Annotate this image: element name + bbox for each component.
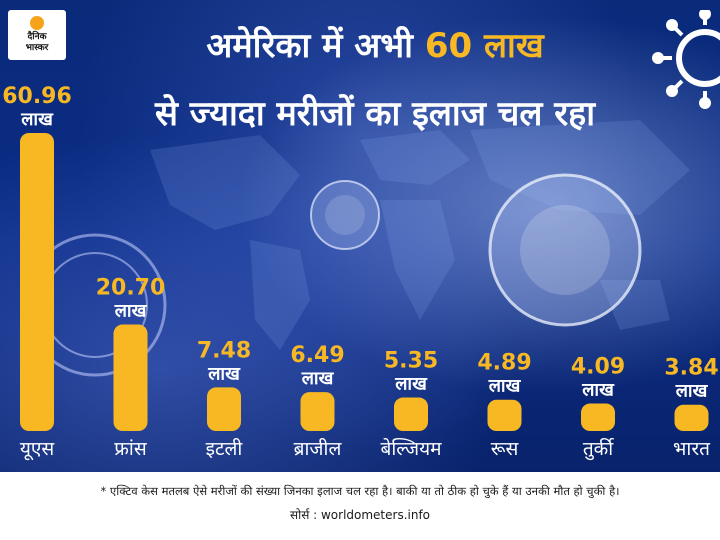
unit-label-5: लाख bbox=[488, 376, 522, 397]
unit-label-3: लाख bbox=[301, 368, 335, 389]
value-label-0: 60.96 bbox=[2, 84, 72, 109]
title-highlight: 60 लाख bbox=[424, 26, 544, 66]
category-label-2: इटली bbox=[206, 437, 244, 460]
value-label-7: 3.84 bbox=[664, 356, 718, 381]
footnote: * एक्टिव केस मतलब ऐसे मरीजों की संख्या ज… bbox=[100, 484, 620, 498]
logo-dot-icon bbox=[30, 16, 44, 30]
bar-1 bbox=[113, 324, 148, 431]
brand-logo: दैनिक भास्कर bbox=[8, 10, 66, 60]
bar-7 bbox=[674, 404, 709, 431]
category-label-3: ब्राजील bbox=[294, 437, 343, 460]
bar-5 bbox=[487, 399, 522, 431]
brand-line-2: भास्कर bbox=[25, 43, 49, 53]
unit-label-7: लाख bbox=[675, 381, 709, 402]
unit-label-6: लाख bbox=[581, 380, 615, 401]
category-label-5: रूस bbox=[491, 438, 520, 460]
category-label-4: बेल्जियम bbox=[381, 437, 443, 460]
value-label-6: 4.09 bbox=[571, 355, 625, 380]
unit-label-2: लाख bbox=[207, 363, 241, 384]
unit-label-1: लाख bbox=[114, 301, 148, 322]
category-label-7: भारत bbox=[673, 438, 711, 460]
unit-label-0: लाख bbox=[20, 109, 54, 130]
bar-3 bbox=[300, 392, 335, 431]
value-label-5: 4.89 bbox=[477, 351, 531, 376]
unit-label-4: लाख bbox=[394, 374, 428, 395]
virus-illustration-center bbox=[310, 180, 380, 250]
bar-0 bbox=[20, 133, 54, 431]
source-credit: सोर्स : worldometers.info bbox=[289, 508, 431, 522]
value-label-4: 5.35 bbox=[384, 349, 438, 374]
bar-4 bbox=[394, 397, 428, 431]
value-label-1: 20.70 bbox=[96, 276, 166, 301]
brand-line-1: दैनिक bbox=[27, 32, 47, 42]
virus-icon bbox=[652, 10, 720, 109]
footer-panel: * एक्टिव केस मतलब ऐसे मरीजों की संख्या ज… bbox=[0, 472, 720, 540]
page-title-line-2: से ज्यादा मरीजों का इलाज चल रहा bbox=[154, 94, 596, 134]
bar-chart: लाख60.96यूएसलाख20.70फ्रांसलाख7.48इटलीलाख… bbox=[2, 84, 719, 461]
page-title-line-1: अमेरिका में अभी 60 लाख bbox=[95, 24, 655, 68]
value-label-3: 6.49 bbox=[290, 343, 344, 368]
virus-illustration-right bbox=[488, 173, 642, 327]
bar-2 bbox=[207, 387, 241, 431]
category-label-1: फ्रांस bbox=[114, 438, 148, 460]
category-label-0: यूएस bbox=[20, 438, 56, 461]
category-label-6: तुर्की bbox=[583, 437, 614, 461]
title-prefix: अमेरिका में अभी bbox=[206, 26, 425, 66]
value-label-2: 7.48 bbox=[197, 338, 251, 363]
bar-6 bbox=[581, 403, 615, 431]
